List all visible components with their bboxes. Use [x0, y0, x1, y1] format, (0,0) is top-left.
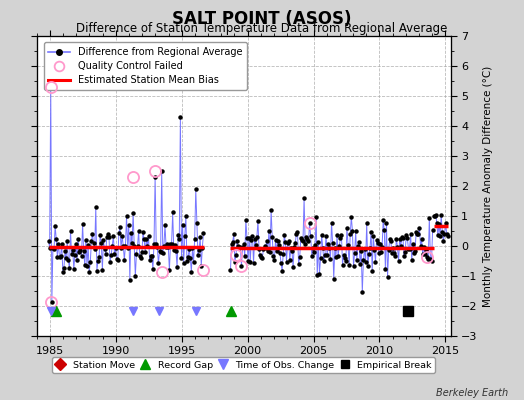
Text: SALT POINT (ASOS): SALT POINT (ASOS) [172, 10, 352, 28]
Y-axis label: Monthly Temperature Anomaly Difference (°C): Monthly Temperature Anomaly Difference (… [483, 65, 493, 307]
Text: Berkeley Earth: Berkeley Earth [436, 388, 508, 398]
Text: Difference of Station Temperature Data from Regional Average: Difference of Station Temperature Data f… [77, 22, 447, 35]
Legend: Station Move, Record Gap, Time of Obs. Change, Empirical Break: Station Move, Record Gap, Time of Obs. C… [52, 357, 435, 373]
